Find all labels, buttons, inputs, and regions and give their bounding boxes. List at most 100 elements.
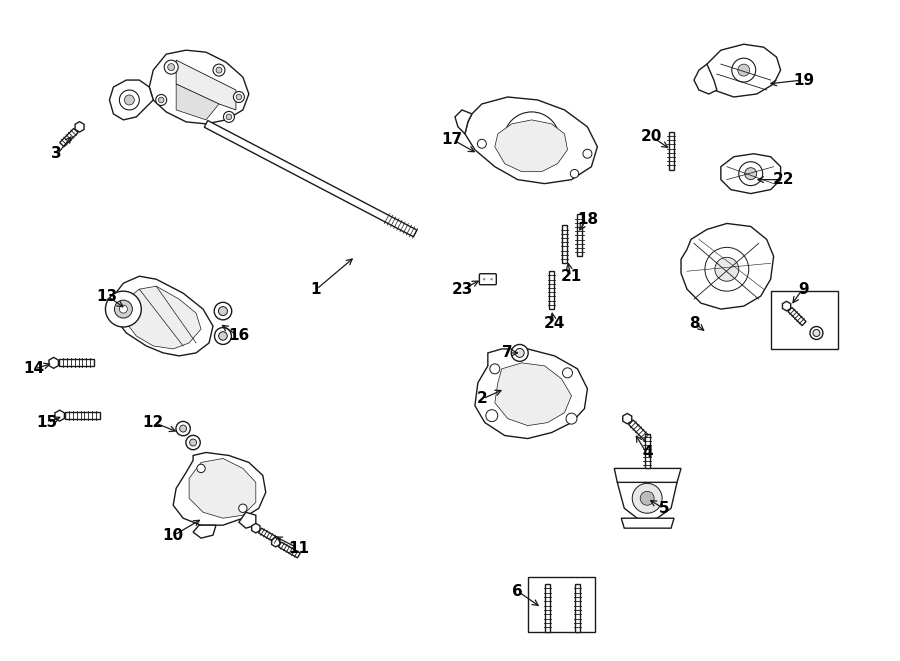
Polygon shape <box>704 44 780 97</box>
Polygon shape <box>562 225 567 263</box>
Circle shape <box>214 483 224 493</box>
Polygon shape <box>65 412 100 419</box>
Polygon shape <box>475 349 588 438</box>
Polygon shape <box>75 122 84 132</box>
Polygon shape <box>629 420 651 442</box>
Text: 22: 22 <box>773 172 795 187</box>
Polygon shape <box>258 528 280 544</box>
Text: 6: 6 <box>512 584 523 600</box>
Polygon shape <box>694 64 717 94</box>
Circle shape <box>486 410 498 422</box>
Text: 8: 8 <box>688 315 699 330</box>
Text: 17: 17 <box>441 132 463 147</box>
Polygon shape <box>110 80 153 120</box>
Polygon shape <box>176 84 219 120</box>
Circle shape <box>207 477 231 500</box>
Polygon shape <box>238 512 256 528</box>
Text: 21: 21 <box>561 269 582 284</box>
Circle shape <box>180 425 186 432</box>
Circle shape <box>810 327 823 340</box>
Circle shape <box>197 467 241 510</box>
Circle shape <box>197 464 205 473</box>
Circle shape <box>732 58 756 82</box>
Polygon shape <box>173 453 266 525</box>
Circle shape <box>214 327 231 344</box>
Text: 9: 9 <box>798 282 809 297</box>
Circle shape <box>176 422 190 436</box>
Polygon shape <box>194 525 216 538</box>
Circle shape <box>219 332 227 340</box>
Circle shape <box>562 368 572 378</box>
Text: 2: 2 <box>476 391 487 407</box>
Polygon shape <box>615 469 681 488</box>
Circle shape <box>186 436 201 449</box>
Circle shape <box>516 124 547 156</box>
Bar <box>770 291 839 349</box>
Polygon shape <box>455 110 472 134</box>
Text: 7: 7 <box>502 346 513 360</box>
Circle shape <box>525 133 538 147</box>
Polygon shape <box>189 459 256 518</box>
Circle shape <box>236 95 242 100</box>
Text: 23: 23 <box>451 282 472 297</box>
Circle shape <box>238 504 248 512</box>
Polygon shape <box>782 301 791 311</box>
Circle shape <box>583 149 592 158</box>
Polygon shape <box>681 223 774 309</box>
Circle shape <box>491 278 493 280</box>
Circle shape <box>483 278 485 280</box>
Polygon shape <box>113 276 213 356</box>
Circle shape <box>120 305 128 313</box>
Text: 12: 12 <box>142 415 164 430</box>
Polygon shape <box>577 214 582 256</box>
Text: 5: 5 <box>659 501 670 516</box>
Text: 4: 4 <box>642 445 652 460</box>
Text: 14: 14 <box>23 362 44 376</box>
Polygon shape <box>59 360 94 366</box>
Circle shape <box>233 91 245 102</box>
Text: 15: 15 <box>36 415 58 430</box>
Circle shape <box>164 60 178 74</box>
Polygon shape <box>621 518 674 528</box>
Circle shape <box>124 95 134 105</box>
Circle shape <box>518 382 545 410</box>
Circle shape <box>167 63 175 71</box>
Polygon shape <box>495 363 572 426</box>
Circle shape <box>507 371 556 420</box>
Text: 1: 1 <box>310 282 320 297</box>
Polygon shape <box>617 483 677 520</box>
Polygon shape <box>278 542 301 558</box>
Polygon shape <box>788 307 806 325</box>
Circle shape <box>526 390 537 402</box>
Circle shape <box>158 97 164 102</box>
Circle shape <box>632 483 662 513</box>
Text: 24: 24 <box>544 315 565 330</box>
Text: 3: 3 <box>51 146 62 161</box>
Polygon shape <box>575 584 580 632</box>
Polygon shape <box>59 128 78 147</box>
Text: 10: 10 <box>163 527 184 543</box>
Circle shape <box>745 168 757 180</box>
Circle shape <box>226 114 231 120</box>
Circle shape <box>114 300 132 318</box>
Polygon shape <box>549 271 554 309</box>
Circle shape <box>705 247 749 291</box>
FancyBboxPatch shape <box>480 274 496 285</box>
Text: 19: 19 <box>793 73 814 87</box>
Circle shape <box>216 67 222 73</box>
Bar <box>527 577 596 632</box>
Circle shape <box>515 348 524 358</box>
Polygon shape <box>272 537 280 547</box>
Circle shape <box>214 302 231 320</box>
Polygon shape <box>721 154 780 194</box>
Circle shape <box>813 329 820 336</box>
Text: 11: 11 <box>288 541 309 556</box>
Text: 20: 20 <box>641 130 662 144</box>
Circle shape <box>120 90 140 110</box>
Circle shape <box>190 439 196 446</box>
Polygon shape <box>49 358 58 368</box>
Circle shape <box>640 491 654 505</box>
Polygon shape <box>55 410 65 421</box>
Circle shape <box>566 413 577 424</box>
Polygon shape <box>123 286 201 349</box>
